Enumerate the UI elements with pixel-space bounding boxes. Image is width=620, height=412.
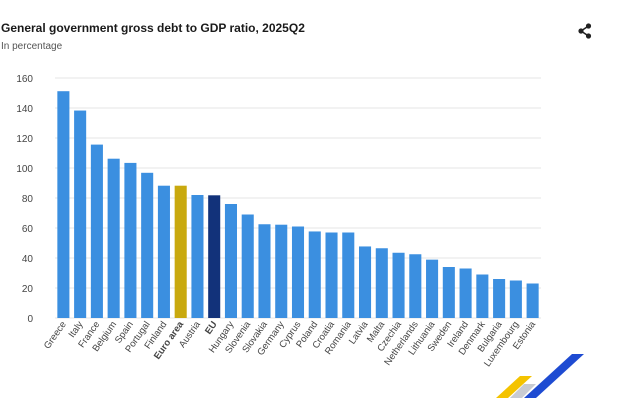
chart-title: General government gross debt to GDP rat… <box>1 21 305 35</box>
bar-euro-area <box>174 185 187 318</box>
logo-grey-shape <box>510 384 536 398</box>
bar-croatia <box>325 232 338 318</box>
bar-sweden <box>442 267 455 318</box>
y-tick-label: 140 <box>16 104 33 115</box>
logo-yellow-shape <box>496 376 532 398</box>
bar-slovenia <box>241 214 254 318</box>
bar-austria <box>191 195 204 318</box>
bar-malta <box>375 248 388 318</box>
bar-luxembourg <box>509 280 522 318</box>
bar-france <box>90 144 103 318</box>
bar-finland <box>157 185 170 318</box>
bar-cyprus <box>291 226 305 318</box>
bar-spain <box>124 162 137 318</box>
bar-eu <box>208 195 221 318</box>
share-icon[interactable] <box>576 22 594 40</box>
logo-blue-shape <box>524 354 584 398</box>
bar-poland <box>308 231 321 318</box>
eurostat-logo-icon <box>496 354 584 398</box>
x-tick-label: Greece <box>42 319 69 351</box>
bar-slovakia <box>258 224 271 318</box>
y-tick-label: 120 <box>16 134 33 145</box>
y-tick-label: 160 <box>16 74 33 85</box>
bar-greece <box>57 91 70 318</box>
bar-denmark <box>476 274 489 318</box>
y-tick-label: 20 <box>22 284 34 295</box>
chart-subtitle: In percentage <box>1 41 63 52</box>
bar-bulgaria <box>493 279 506 318</box>
y-tick-label: 100 <box>16 164 33 175</box>
y-tick-label: 60 <box>22 224 34 235</box>
bar-romania <box>342 232 355 318</box>
bar-czechia <box>392 252 405 318</box>
bar-ireland <box>459 268 472 318</box>
y-tick-label: 0 <box>27 314 33 325</box>
bar-belgium <box>107 158 120 318</box>
x-tick-label: Latvia <box>347 319 371 347</box>
y-tick-label: 40 <box>22 254 34 265</box>
bar-netherlands <box>409 254 422 318</box>
bar-germany <box>275 224 288 318</box>
bar-hungary <box>224 204 237 318</box>
y-tick-label: 80 <box>22 194 34 205</box>
bar-portugal <box>141 172 154 318</box>
bar-lithuania <box>426 259 439 318</box>
bar-estonia <box>526 283 539 318</box>
bar-italy <box>74 110 87 318</box>
bar-latvia <box>359 246 372 318</box>
